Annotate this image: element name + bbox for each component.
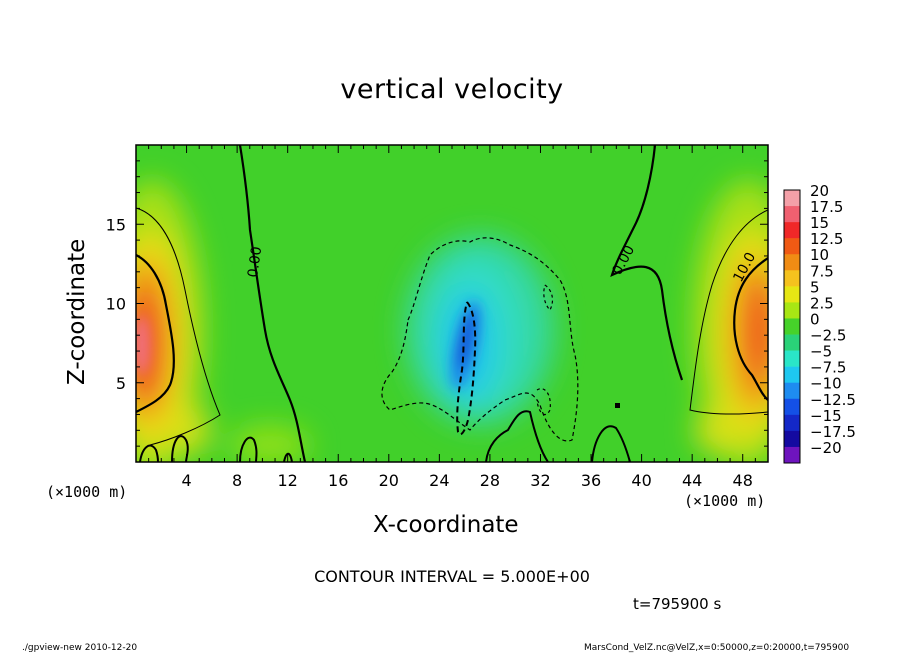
x-tick-label: 4	[181, 471, 191, 490]
colorbar-swatch	[784, 190, 800, 207]
colorbar-swatch	[784, 302, 800, 319]
x-tick-label: 40	[631, 471, 651, 490]
x-tick-label: 32	[530, 471, 550, 490]
colorbar-swatch	[784, 382, 800, 400]
contour-lines	[136, 145, 768, 462]
footer-right: MarsCond_VelZ.nc@VelZ,x=0:50000,z=0:2000…	[584, 643, 850, 653]
colorbar-label: −10	[810, 375, 842, 393]
colorbar-swatch	[784, 430, 800, 448]
colorbar-frame	[783, 189, 801, 464]
colorbar-label: −12.5	[810, 391, 856, 409]
colorbar-label: −5	[810, 343, 832, 361]
colorbar-label: 12.5	[810, 230, 843, 248]
colorbar-swatch	[784, 414, 800, 432]
y-tick-label: 10	[106, 295, 126, 314]
x-axis: 4 8 12 16 20 24 28 32 36 40 44 48	[148, 145, 756, 490]
x-tick-label: 12	[278, 471, 298, 490]
colorbar-label: 7.5	[810, 262, 834, 280]
colorbar-label: 2.5	[810, 294, 834, 312]
contour-interval: CONTOUR INTERVAL = 5.000E+00	[314, 567, 590, 586]
y-axis-unit: (×1000 m)	[46, 483, 128, 501]
time-label: t=795900 s	[633, 595, 722, 613]
colorbar-swatch	[784, 254, 800, 271]
y-tick-label: 15	[106, 215, 126, 234]
x-tick-label: 16	[328, 471, 348, 490]
y-axis-label: Z-coordinate	[64, 238, 90, 385]
colorbar-label: 10	[810, 246, 829, 264]
colorbar: 2017.51512.5107.552.50−2.5−5−7.5−10−12.5…	[783, 182, 856, 464]
colorbar-label: −17.5	[810, 423, 856, 441]
colorbar-label: 15	[810, 214, 829, 232]
y-tick-label: 5	[116, 374, 126, 393]
x-axis-label: X-coordinate	[373, 512, 519, 538]
x-tick-label: 8	[232, 471, 242, 490]
colorbar-swatch	[784, 270, 800, 287]
x-tick-label: 28	[480, 471, 500, 490]
colorbar-swatch	[784, 238, 800, 255]
colorbar-swatch	[784, 318, 800, 335]
colorbar-label: 20	[810, 182, 829, 200]
x-tick-label: 48	[733, 471, 753, 490]
colorbar-label: −7.5	[810, 359, 846, 377]
y-axis: 5 10 15	[106, 160, 768, 447]
x-axis-unit: (×1000 m)	[684, 492, 766, 510]
colorbar-swatch	[784, 446, 800, 464]
colorbar-swatch	[784, 222, 800, 239]
x-tick-label: 44	[682, 471, 702, 490]
colorbar-label: 17.5	[810, 198, 843, 216]
contour-label: 0.00	[245, 245, 265, 278]
colorbar-swatch	[784, 286, 800, 303]
colorbar-swatch	[784, 398, 800, 416]
colorbar-label: −20	[810, 439, 842, 457]
x-tick-label: 20	[379, 471, 399, 490]
x-tick-label: 36	[581, 471, 601, 490]
chart-title: vertical velocity	[340, 74, 564, 105]
colorbar-label: −2.5	[810, 327, 846, 345]
colorbar-label: 0	[810, 310, 820, 328]
x-tick-label: 24	[429, 471, 449, 490]
colorbar-swatch	[784, 350, 800, 367]
colorbar-swatch	[784, 334, 800, 351]
colorbar-label: 5	[810, 278, 820, 296]
footer-left: ./gpview-new 2010-12-20	[22, 643, 138, 653]
colorbar-label: −15	[810, 407, 842, 425]
heatmap-field	[136, 145, 768, 462]
colorbar-swatch	[784, 206, 800, 223]
colorbar-swatch	[784, 366, 800, 384]
